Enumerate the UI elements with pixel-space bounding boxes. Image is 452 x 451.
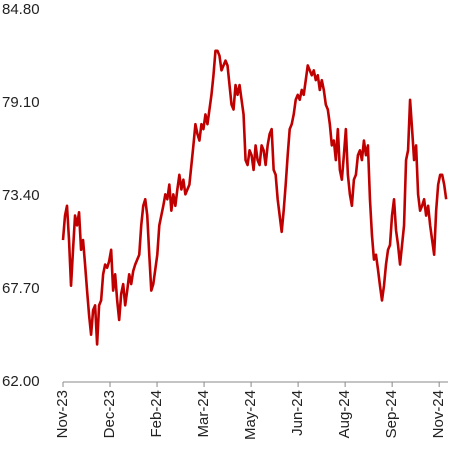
x-tick-label: Nov-23: [54, 390, 71, 438]
line: [61, 49, 448, 346]
x-tick-label: Dec-23: [101, 390, 118, 438]
y-tick-label: 79.10: [2, 94, 40, 111]
x-tick-label: Jun-24: [289, 390, 306, 436]
x-tick-label: Aug-24: [336, 390, 353, 438]
x-tick-label: Mar-24: [195, 390, 212, 438]
x-tick-label: Feb-24: [148, 390, 165, 438]
y-tick-label: 84.80: [2, 1, 40, 18]
y-tick-label: 67.70: [2, 280, 40, 297]
x-tick-label: Sep-24: [383, 390, 400, 438]
y-tick-label: 73.40: [2, 187, 40, 204]
x-tick-label: Nov-24: [430, 390, 447, 438]
x-tick-label: May-24: [242, 390, 259, 440]
y-tick-label: 62.00: [2, 373, 40, 390]
